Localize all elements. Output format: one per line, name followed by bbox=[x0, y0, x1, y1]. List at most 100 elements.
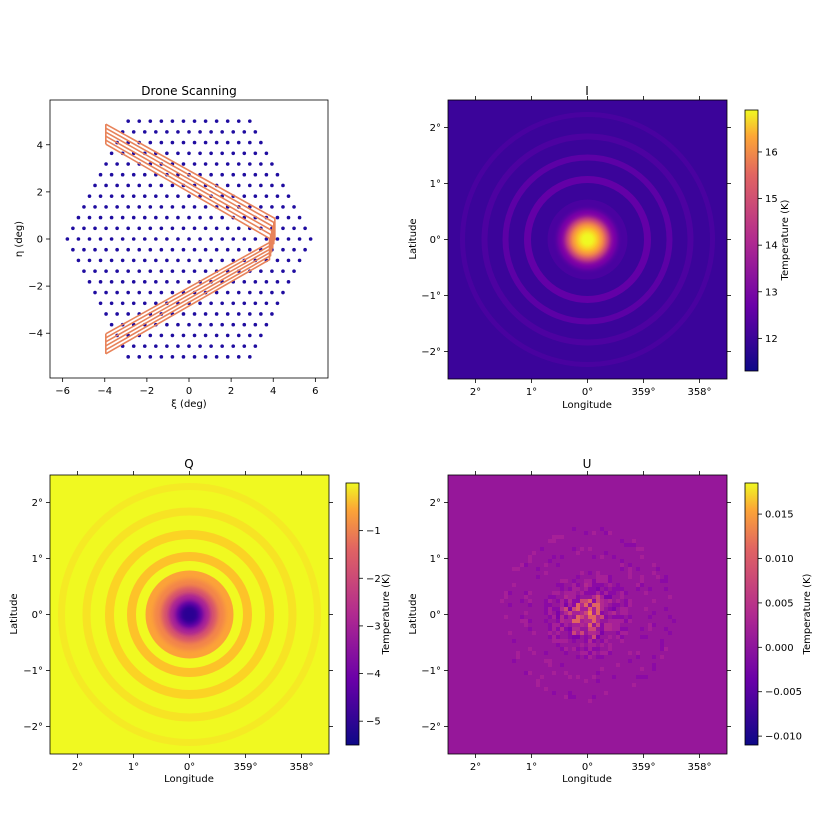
scan-point bbox=[82, 247, 86, 252]
u-pixel bbox=[592, 587, 596, 591]
scan-point bbox=[159, 140, 164, 145]
scan-point bbox=[198, 151, 202, 156]
u-pixel bbox=[572, 579, 576, 583]
u-pixel bbox=[576, 551, 580, 555]
scan-point bbox=[142, 344, 147, 348]
scan-point bbox=[76, 237, 81, 241]
scan-point bbox=[281, 226, 285, 231]
u-pixel bbox=[604, 603, 608, 607]
scan-point bbox=[170, 183, 175, 188]
u-pixel bbox=[596, 655, 600, 659]
u-pixel bbox=[608, 595, 612, 599]
u-pixel bbox=[640, 579, 644, 583]
u-pixel bbox=[640, 627, 644, 631]
u-title: U bbox=[583, 457, 592, 471]
u-pixel bbox=[532, 551, 536, 555]
scan-point bbox=[231, 344, 236, 348]
u-pixel bbox=[596, 615, 600, 619]
u-pixel bbox=[560, 603, 564, 607]
u-pixel bbox=[508, 603, 512, 607]
u-pixel bbox=[588, 607, 592, 611]
scan-point bbox=[220, 215, 224, 220]
scan-point bbox=[286, 237, 291, 241]
i-colorbar bbox=[744, 109, 759, 372]
y-tick-label: 2 bbox=[37, 187, 43, 198]
u-pixel bbox=[524, 595, 528, 599]
u-pixel bbox=[608, 607, 612, 611]
u-pixel bbox=[528, 559, 532, 563]
colorbar-tick-label: 0.005 bbox=[765, 598, 794, 609]
u-pixel bbox=[560, 583, 564, 587]
u-pixel bbox=[548, 539, 552, 543]
u-pixel bbox=[588, 611, 592, 615]
scan-point bbox=[297, 258, 302, 263]
u-pixel bbox=[548, 627, 552, 631]
u-pixel bbox=[588, 547, 592, 551]
u-pixel bbox=[560, 535, 564, 539]
scan-point bbox=[109, 237, 114, 241]
q-colorbar-ticks: −1 −2 −3 −4 −5 bbox=[359, 526, 381, 728]
u-pixel bbox=[584, 531, 588, 535]
scan-point bbox=[181, 119, 186, 123]
scan-point bbox=[236, 355, 241, 359]
scan-point bbox=[286, 258, 291, 263]
scan-point bbox=[120, 215, 125, 220]
scan-point bbox=[192, 312, 197, 316]
scan-point bbox=[148, 205, 153, 209]
u-pixel bbox=[644, 607, 648, 611]
u-pixel bbox=[600, 655, 604, 659]
u-pixel bbox=[600, 643, 604, 647]
x-tick-label: 2 bbox=[228, 386, 234, 397]
lat-tick-label: −2° bbox=[421, 347, 441, 358]
scan-point bbox=[87, 237, 92, 241]
scan-point bbox=[214, 290, 219, 295]
scan-point bbox=[248, 162, 252, 166]
scan-point bbox=[137, 247, 142, 252]
x-tick-label: −6 bbox=[55, 386, 70, 397]
scan-point bbox=[220, 130, 224, 134]
u-pixel bbox=[620, 627, 624, 631]
u-pixel bbox=[552, 539, 556, 543]
u-pixel bbox=[600, 615, 604, 619]
scan-point bbox=[148, 226, 153, 231]
u-pixel bbox=[544, 603, 548, 607]
u-pixel bbox=[568, 599, 572, 603]
u-pixel bbox=[596, 595, 600, 599]
u-pixel bbox=[620, 587, 624, 591]
u-pixel bbox=[608, 627, 612, 631]
u-pixel bbox=[588, 619, 592, 623]
lat-tick-label: −2° bbox=[421, 722, 441, 733]
u-pixel bbox=[572, 631, 576, 635]
u-pixel bbox=[516, 567, 520, 571]
u-pixel bbox=[628, 571, 632, 575]
u-pixel bbox=[508, 631, 512, 635]
u-pixel bbox=[548, 635, 552, 639]
scan-point bbox=[209, 172, 213, 177]
u-pixel bbox=[552, 627, 556, 631]
u-map-panel: U 2° 1° 0° 359° 358° 2° 1° 0° −1° −2° Longitude L… bbox=[408, 457, 813, 785]
scan-point bbox=[126, 226, 130, 231]
scan-point bbox=[242, 344, 247, 348]
u-pixel bbox=[612, 587, 616, 591]
u-pixel bbox=[508, 591, 512, 595]
colorbar-tick-label: 0.010 bbox=[765, 554, 794, 565]
scan-point bbox=[275, 301, 280, 306]
u-pixel bbox=[564, 615, 568, 619]
colorbar-tick-label: 14 bbox=[765, 241, 778, 252]
scan-point bbox=[82, 269, 86, 273]
scan-point bbox=[120, 301, 125, 306]
u-pixel bbox=[616, 619, 620, 623]
scan-point bbox=[142, 130, 147, 134]
u-pixel bbox=[592, 651, 596, 655]
u-pixel bbox=[640, 635, 644, 639]
u-pixel bbox=[592, 555, 596, 559]
u-pixel bbox=[556, 591, 560, 595]
scan-point bbox=[192, 205, 197, 209]
u-pixel bbox=[592, 647, 596, 651]
scan-point bbox=[270, 269, 274, 273]
i-title: I bbox=[585, 84, 589, 98]
scan-point bbox=[253, 280, 258, 284]
u-pixel bbox=[568, 619, 572, 623]
u-pixel bbox=[600, 651, 604, 655]
u-pixel bbox=[500, 599, 504, 603]
